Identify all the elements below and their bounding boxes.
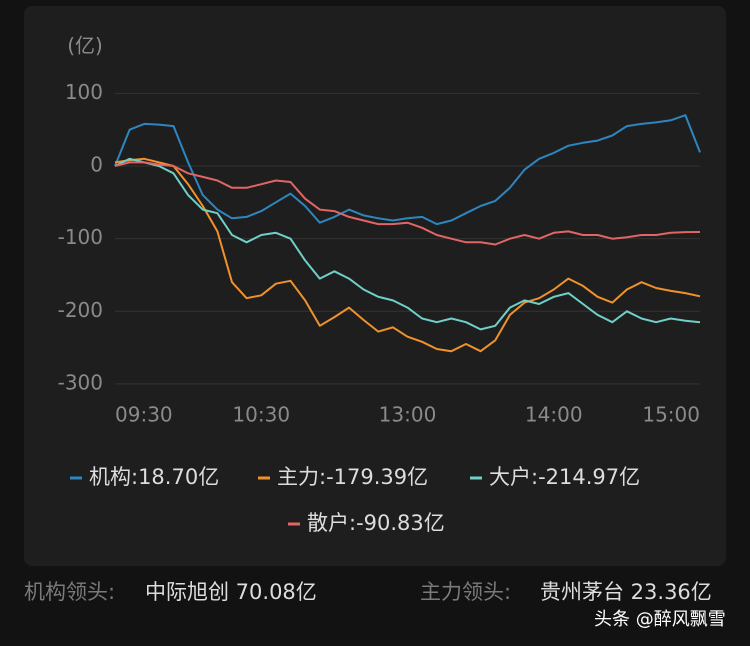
y-tick-label: -200 <box>58 298 103 322</box>
footer-value: 贵州茅台 23.36亿 <box>540 580 712 604</box>
y-tick-label: 100 <box>65 80 103 104</box>
legend-label: 散户:-90.83亿 <box>307 511 445 535</box>
x-tick-label: 09:30 <box>115 403 173 427</box>
y-tick-label: -300 <box>58 370 103 394</box>
y-axis-label: (亿) <box>67 34 103 58</box>
series-line <box>114 114 701 226</box>
footer-label: 机构领头: <box>24 580 115 604</box>
y-tick-label: 0 <box>90 153 103 177</box>
x-tick-label: 14:00 <box>525 403 583 427</box>
series-line <box>114 161 701 246</box>
footer-label: 主力领头: <box>420 580 511 604</box>
x-tick-label: 15:00 <box>642 403 700 427</box>
x-tick-label: 10:30 <box>232 403 290 427</box>
x-tick-label: 13:00 <box>379 403 437 427</box>
watermark: 头条 @醉风飘雪 <box>594 609 726 630</box>
legend-label: 大户:-214.97亿 <box>489 465 640 489</box>
footer-value: 中际旭创 70.08亿 <box>145 580 317 604</box>
series-line <box>114 157 701 353</box>
card <box>24 6 726 566</box>
series-line <box>114 157 701 331</box>
legend-label: 主力:-179.39亿 <box>277 465 428 489</box>
y-tick-label: -100 <box>58 225 103 249</box>
legend-label: 机构:18.70亿 <box>89 465 219 489</box>
